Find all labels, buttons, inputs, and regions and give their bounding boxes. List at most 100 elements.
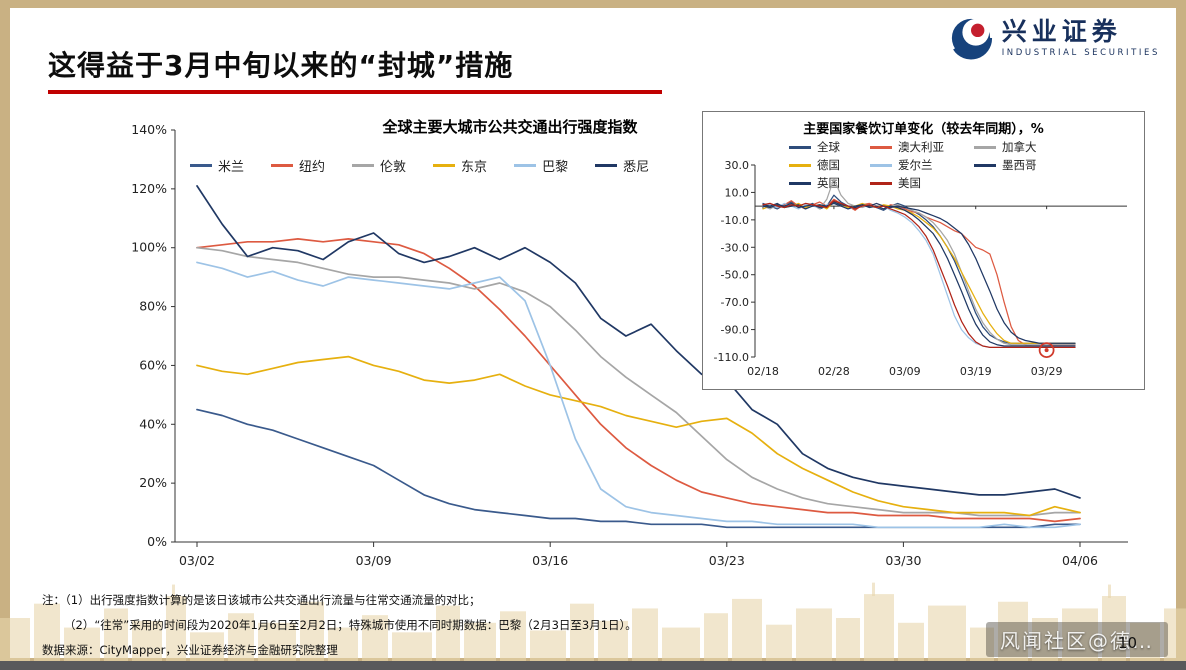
y-tick-label: 20% (139, 475, 167, 490)
inset-chart-legend: 全球 澳大利亚 加拿大 德国 爱尔兰 墨西哥 英国 美国 (789, 139, 1037, 191)
legend-swatch (595, 164, 618, 167)
legend-item-德国: 德国 (789, 157, 840, 173)
legend-swatch (190, 164, 212, 167)
x-tick-label: 03/30 (885, 553, 921, 568)
y-tick-label: 40% (139, 416, 167, 431)
legend-swatch (352, 164, 375, 167)
legend-swatch (789, 181, 811, 185)
y-tick-label: 140% (131, 122, 167, 137)
highlight-marker (1038, 342, 1055, 359)
series-line-东京 (196, 355, 1081, 517)
legend-label: 全球 (817, 140, 840, 154)
x-tick-label: 03/23 (709, 553, 745, 568)
swirl-logo-icon (951, 18, 992, 60)
y-tick-label: -70.0 (721, 296, 749, 309)
footnote-2: （2）“往常”采用的时间段为2020年1月6日至2月2日；特殊城市使用不同时期数… (64, 618, 637, 632)
legend-label: 澳大利亚 (898, 140, 944, 154)
footnote-source: 数据来源：CityMapper，兴业证券经济与金融研究院整理 (42, 643, 338, 657)
y-tick-label: -30.0 (721, 241, 749, 254)
series-line-加拿大 (762, 178, 1076, 346)
x-tick-label: 02/18 (747, 365, 779, 378)
x-tick-label: 02/28 (818, 365, 850, 378)
legend-label: 纽约 (299, 160, 326, 175)
legend-swatch (870, 163, 892, 167)
x-tick-label: 03/19 (960, 365, 992, 378)
series-line-伦敦 (196, 246, 1081, 517)
y-tick-label: 10.0 (725, 186, 750, 199)
legend-label: 美国 (898, 176, 921, 190)
series-line-巴黎 (196, 261, 1081, 529)
x-tick-label: 04/06 (1062, 553, 1098, 568)
series-line-墨西哥 (762, 201, 1076, 344)
legend-item-悉尼: 悉尼 (595, 156, 649, 175)
series-line-悉尼 (196, 185, 1081, 499)
legend-item-澳大利亚: 澳大利亚 (870, 139, 944, 155)
series-line-美国 (762, 200, 1076, 349)
inset-chart-plot: 30.010.0-10.0-30.0-50.0-70.0-90.0-110.00… (714, 159, 1127, 378)
company-logo: 兴业证券 INDUSTRIAL SECURITIES (949, 16, 1160, 60)
y-tick-label: 60% (139, 357, 167, 372)
main-chart-plot: 140% 120% 100% 80% 60% 40% 20% 0% 03/02 03/09 03/1… (131, 122, 1128, 568)
legend-swatch (870, 145, 892, 149)
bottom-bar (0, 661, 1186, 670)
legend-item-爱尔兰: 爱尔兰 (870, 157, 944, 173)
y-tick-label: -10.0 (721, 214, 749, 227)
y-tick-label: 120% (131, 181, 167, 196)
legend-label: 墨西哥 (1002, 158, 1037, 172)
logo-subtitle: INDUSTRIAL SECURITIES (1001, 47, 1160, 58)
series-line-德国 (762, 201, 1076, 344)
legend-item-米兰: 米兰 (190, 156, 244, 175)
page-title: 这得益于3月中旬以来的“封城”措施 (48, 49, 514, 82)
legend-swatch (974, 163, 996, 167)
legend-item-伦敦: 伦敦 (352, 156, 406, 175)
legend-label: 加拿大 (1002, 140, 1037, 154)
legend-item-东京: 东京 (433, 156, 487, 175)
x-tick-label: 03/09 (356, 553, 392, 568)
legend-label: 德国 (817, 158, 840, 172)
series-line-爱尔兰 (762, 202, 1076, 349)
y-tick-label: 30.0 (725, 159, 750, 172)
series-line-澳大利亚 (762, 198, 1076, 347)
legend-swatch (433, 164, 456, 167)
legend-swatch (974, 145, 996, 149)
series-line-纽约 (196, 238, 1081, 523)
series-line-英国 (762, 202, 1076, 347)
legend-item-巴黎: 巴黎 (514, 156, 568, 175)
x-tick-label: 03/16 (532, 553, 568, 568)
footnotes: 注：（1）出行强度指数计算的是该日该城市公共交通出行流量与往常交通流量的对比； … (42, 592, 637, 667)
x-tick-label: 03/02 (179, 553, 215, 568)
y-tick-label: 100% (131, 240, 167, 255)
legend-item-全球: 全球 (789, 139, 840, 155)
restaurant-orders-chart: 主要国家餐饮订单变化（较去年同期），% 全球 澳大利亚 加拿大 德国 爱尔兰 墨西哥 英国美… (702, 111, 1145, 390)
legend-swatch (789, 145, 811, 149)
legend-swatch (514, 164, 537, 167)
logo-text: 兴业证券 INDUSTRIAL SECURITIES (1002, 19, 1160, 58)
footnote-1: 注：（1）出行强度指数计算的是该日该城市公共交通出行流量与往常交通流量的对比； (42, 593, 481, 607)
legend-label: 巴黎 (542, 160, 569, 175)
y-tick-label: 80% (139, 299, 167, 314)
inset-chart-title: 主要国家餐饮订单变化（较去年同期），% (803, 122, 1044, 137)
y-tick-label: -110.0 (714, 351, 749, 364)
legend-label: 悉尼 (623, 160, 650, 175)
x-tick-label: 03/09 (889, 365, 921, 378)
watermark: 风闻社区@德… (986, 622, 1168, 657)
legend-item-纽约: 纽约 (271, 156, 325, 175)
transit-index-chart: 全球主要大城市公共交通出行强度指数 米兰 纽约 伦敦 东京 巴黎 悉尼 140% 120% 1… (30, 104, 1156, 586)
logo-name: 兴业证券 (1001, 16, 1122, 46)
legend-item-加拿大: 加拿大 (974, 139, 1037, 155)
main-chart-title: 全球主要大城市公共交通出行强度指数 (382, 118, 638, 136)
main-chart-legend: 米兰 纽约 伦敦 东京 巴黎 悉尼 (190, 156, 649, 175)
highlight-dot (1044, 348, 1049, 353)
y-tick-label: 0% (147, 534, 167, 549)
page-number: 10 (1118, 634, 1138, 652)
y-tick-label: -50.0 (721, 269, 749, 282)
legend-item-美国: 美国 (870, 175, 944, 191)
title-underline (48, 90, 662, 94)
legend-swatch (789, 163, 811, 167)
legend-swatch (271, 164, 294, 167)
legend-label: 米兰 (218, 160, 245, 175)
x-tick-label: 03/29 (1031, 365, 1063, 378)
y-tick-label: -90.0 (721, 324, 749, 337)
legend-swatch (870, 181, 892, 185)
